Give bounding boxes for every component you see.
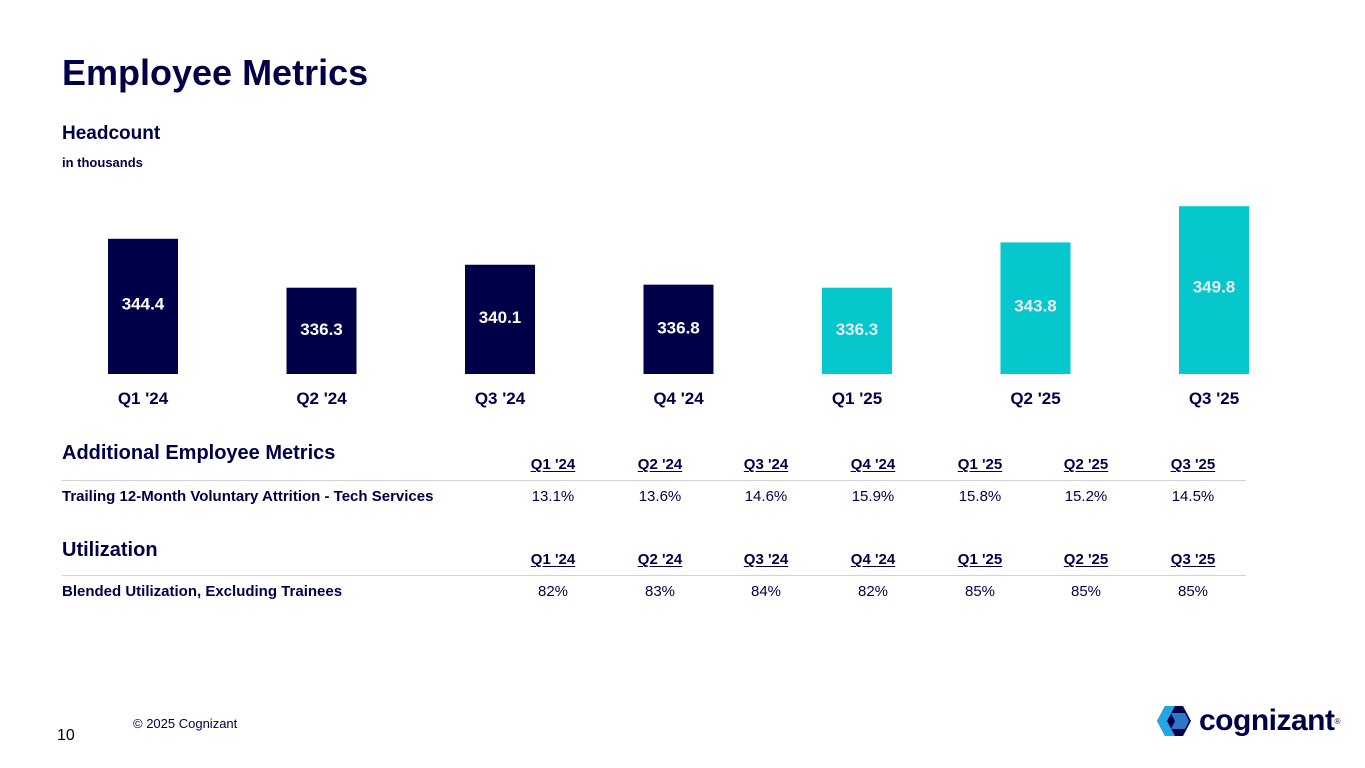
column-header: Q3 '25 [1170,456,1216,473]
bar [465,264,535,374]
attrition-row-label: Trailing 12-Month Voluntary Attrition - … [62,488,434,505]
bar-value-label: 340.1 [479,308,522,327]
column-header: Q2 '25 [1063,456,1109,473]
x-tick-label: Q1 '25 [832,389,882,408]
bar-value-label: 336.3 [836,320,879,339]
table-cell: 85% [1177,583,1209,600]
additional-metrics-heading: Additional Employee Metrics [62,442,336,464]
bar [822,287,892,374]
x-tick-label: Q3 '25 [1189,389,1239,408]
column-header: Q4 '24 [850,456,896,473]
bar [643,284,714,374]
x-tick-label: Q4 '24 [653,389,704,408]
table-cell: 85% [1070,583,1102,600]
bar-value-label: 344.4 [122,295,165,314]
headcount-bar-chart: 344.4 Q1 '24 336.3 Q2 '24 340.1 Q3 '24 336.8 Q4… [108,206,1249,408]
table-cell: 14.6% [744,488,788,505]
utilization-row-label: Blended Utilization, Excluding Trainees [62,583,343,600]
bar [1000,242,1071,374]
table-cell: 15.8% [958,488,1002,505]
x-tick-label: Q2 '25 [1010,389,1060,408]
page-title: Employee Metrics [62,52,369,93]
column-header: Q1 '24 [530,456,576,473]
bar [108,238,178,374]
chart-unit-label: in thousands [62,155,143,170]
column-header: Q4 '24 [850,551,896,568]
logo-wordmark: cognizant [1199,704,1335,737]
table-divider [62,575,1246,576]
page-number: 10 [57,727,75,744]
cognizant-logo: cognizant ® [1155,704,1340,738]
bar-value-label: 343.8 [1014,297,1057,316]
x-tick-label: Q2 '24 [296,389,347,408]
column-header: Q3 '24 [743,551,789,568]
table-cell: 82% [537,583,569,600]
bar [286,287,357,374]
logo-trademark: ® [1334,716,1341,726]
column-header: Q1 '24 [530,551,576,568]
chart-title: Headcount [62,123,161,144]
column-header: Q3 '25 [1170,551,1216,568]
cognizant-logo-mark-icon [1157,706,1191,736]
table-divider [62,480,1246,481]
bar-value-label: 336.8 [657,319,700,338]
bar-value-label: 336.3 [300,320,343,339]
utilization-heading: Utilization [62,539,158,561]
table-cell: 13.6% [638,488,682,505]
table-cell: 82% [857,583,889,600]
copyright-notice: © 2025 Cognizant [133,716,238,731]
bar [1179,206,1249,374]
column-header: Q1 '25 [957,551,1003,568]
x-tick-label: Q1 '24 [118,389,169,408]
table-cell: 84% [750,583,782,600]
column-header: Q2 '25 [1063,551,1109,568]
column-header: Q3 '24 [743,456,789,473]
column-header: Q2 '24 [637,551,683,568]
table-cell: 15.2% [1064,488,1108,505]
table-cell: 15.9% [851,488,895,505]
table-cell: 83% [644,583,676,600]
bar-value-label: 349.8 [1193,278,1236,297]
table-cell: 13.1% [531,488,575,505]
table-cell: 14.5% [1171,488,1215,505]
x-tick-label: Q3 '24 [475,389,526,408]
column-header: Q1 '25 [957,456,1003,473]
table-cell: 85% [964,583,996,600]
column-header: Q2 '24 [637,456,683,473]
